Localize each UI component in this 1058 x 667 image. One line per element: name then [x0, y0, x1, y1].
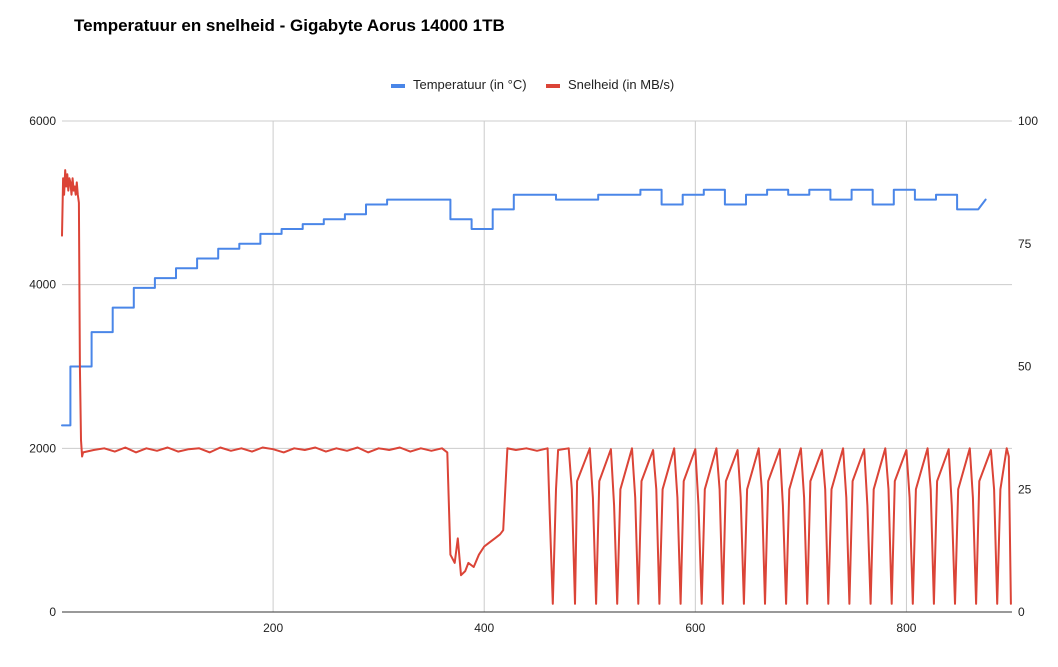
- legend-swatch-speed: [546, 84, 560, 88]
- y-left-tick-label: 4000: [29, 278, 56, 292]
- legend-label-speed: Snelheid (in MB/s): [568, 77, 675, 92]
- legend: Temperatuur (in °C) Snelheid (in MB/s): [0, 77, 1058, 95]
- y-left-tick-label: 2000: [29, 441, 56, 455]
- x-tick-label: 400: [474, 621, 494, 635]
- series-line-speed: [61, 169, 1012, 605]
- y-right-tick-label: 25: [1018, 482, 1032, 496]
- chart-title: Temperatuur en snelheid - Gigabyte Aorus…: [74, 16, 505, 35]
- y-left-tick-label: 6000: [29, 114, 56, 128]
- y-right-tick-label: 75: [1018, 237, 1032, 251]
- x-tick-label: 800: [896, 621, 916, 635]
- y-right-tick-label: 0: [1018, 605, 1025, 619]
- x-tick-label: 600: [685, 621, 705, 635]
- y-left-tick-label: 0: [49, 605, 56, 619]
- legend-label-temperature: Temperatuur (in °C): [413, 77, 527, 92]
- series-line-temperature: [61, 188, 987, 427]
- y-right-tick-label: 100: [1018, 114, 1038, 128]
- y-right-tick-label: 50: [1018, 360, 1032, 374]
- x-tick-label: 200: [263, 621, 283, 635]
- legend-swatch-temperature: [391, 84, 405, 88]
